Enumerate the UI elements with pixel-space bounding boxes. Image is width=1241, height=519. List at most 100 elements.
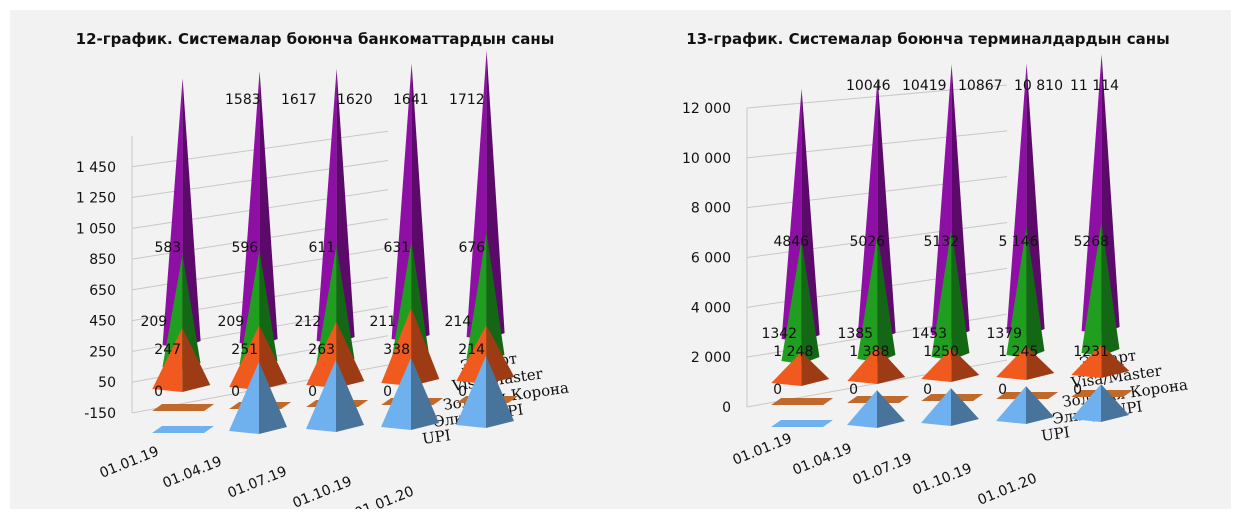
series-name-label: UPI: [1040, 423, 1071, 445]
cone-mark: [456, 355, 486, 428]
data-label: 1250: [923, 344, 959, 360]
y-tick-label: 450: [89, 314, 116, 330]
cone-mark: [229, 325, 260, 390]
cone-mark: [1006, 226, 1027, 358]
y-tick-label: 0: [722, 400, 731, 416]
data-label: 1583: [225, 92, 261, 108]
cone-shade-mark: [259, 361, 287, 434]
y-tick-label: 250: [89, 344, 116, 360]
chart-plot-atm: -150 50 250 450 650 850 1 050 1 250 1 450 01.01.1…: [76, 50, 570, 509]
cone-mark: [152, 327, 183, 392]
data-label: 0: [849, 382, 858, 398]
cone-shade-mark: [182, 78, 201, 349]
cone-shade-mark: [951, 229, 970, 360]
cone-mark: [921, 388, 951, 426]
data-label: 11 114: [1070, 78, 1119, 94]
data-label: 5268: [1073, 234, 1109, 250]
y-tick-label: 10 000: [682, 151, 731, 167]
data-label: 5 146: [998, 234, 1038, 250]
category-label: 01.01.20: [976, 471, 1040, 509]
cone-mark: [1071, 384, 1101, 422]
cone-shade-mark: [1101, 221, 1120, 356]
data-label: 5026: [849, 234, 885, 250]
cone-mark: [381, 307, 412, 386]
cone-shade-mark: [411, 307, 440, 386]
cone-shade-mark: [801, 240, 820, 364]
cone-shade-mark: [801, 351, 830, 386]
cone-shade-mark: [336, 321, 365, 388]
data-label: 596: [231, 240, 258, 256]
data-label: 1342: [761, 326, 797, 342]
category-label: 01.10.19: [291, 474, 355, 509]
cone-mark: [847, 390, 877, 428]
y-tick-label: 4 000: [691, 300, 731, 316]
data-label: 1712: [449, 92, 485, 108]
chart-title: 12-график. Системалар боюнча банкоматтар…: [75, 30, 555, 48]
data-label: 4846: [773, 234, 809, 250]
data-label: 209: [140, 314, 167, 330]
cone-shade-mark: [1026, 386, 1054, 424]
cone-shade-mark: [259, 325, 288, 390]
series-name-label: UPI: [421, 426, 452, 448]
cone-mark: [921, 347, 952, 382]
y-tick-label: 8 000: [691, 201, 731, 217]
cone-shade-mark: [1026, 226, 1045, 358]
category-label: 01.10.19: [911, 461, 975, 499]
y-tick-label: -150: [84, 406, 116, 422]
data-label: 1231: [1073, 344, 1109, 360]
cone-mark: [381, 357, 411, 430]
y-tick-label: 850: [89, 252, 116, 268]
category-label: 01.07.19: [226, 464, 290, 502]
data-label: 0: [383, 384, 392, 400]
cone-shade-mark: [877, 233, 896, 362]
cone-shade-mark: [877, 390, 905, 428]
category-label: 01.04.19: [161, 454, 225, 492]
data-label: 583: [154, 240, 181, 256]
cone-shade-mark: [951, 388, 979, 426]
data-label: 209: [217, 314, 244, 330]
y-tick-label: 650: [89, 283, 116, 299]
data-label: 1641: [393, 92, 429, 108]
cone-shade-mark: [1101, 384, 1129, 422]
cone-shade-mark: [486, 355, 514, 428]
data-label: 0: [231, 384, 240, 400]
category-label: 01.01.19: [98, 444, 162, 482]
data-label: 0: [458, 384, 467, 400]
cone-mark: [771, 351, 802, 386]
cone-shade-mark: [486, 324, 515, 384]
data-label: 10 810: [1014, 78, 1063, 94]
data-label: 0: [773, 382, 782, 398]
data-label: 10046: [846, 78, 891, 94]
data-label: 211: [369, 314, 396, 330]
data-label: 0: [308, 384, 317, 400]
data-label: 1620: [337, 92, 373, 108]
data-label: 247: [154, 342, 181, 358]
cone-mark: [306, 359, 336, 432]
chart-title: 13-график. Системалар боюнча терминалдар…: [686, 30, 1170, 48]
cone-shade-mark: [1026, 345, 1055, 380]
category-label: 01.07.19: [851, 451, 915, 489]
cone-mark: [931, 229, 952, 360]
data-label: 631: [383, 240, 410, 256]
data-label: 10867: [958, 78, 1003, 94]
cone-shade-mark: [182, 327, 211, 392]
data-label: 212: [294, 314, 321, 330]
category-label: 01.01.20: [353, 484, 417, 509]
data-label: 214: [458, 342, 485, 358]
cone-mark: [857, 233, 878, 362]
cone-shade-mark: [336, 359, 364, 432]
cone-mark: [466, 231, 487, 362]
data-label: 1 248: [773, 344, 813, 360]
chart-plot-terminals: 0 2 000 4 000 6 000 8 000 10 000 12 000 01.01.1…: [682, 54, 1189, 509]
cone-shade-mark: [259, 71, 278, 346]
cone-shade-mark: [951, 347, 980, 382]
category-label: 01.01.19: [731, 431, 795, 469]
cone-mark: [1071, 344, 1102, 378]
chart-frame: 12-график. Системалар боюнча банкоматтар…: [10, 10, 1231, 509]
data-label: 0: [154, 384, 163, 400]
data-label: 251: [231, 342, 258, 358]
data-label: 1385: [837, 326, 873, 342]
data-label: 263: [308, 342, 335, 358]
data-label: 10419: [902, 78, 947, 94]
flat-tile-mark: [771, 398, 834, 405]
